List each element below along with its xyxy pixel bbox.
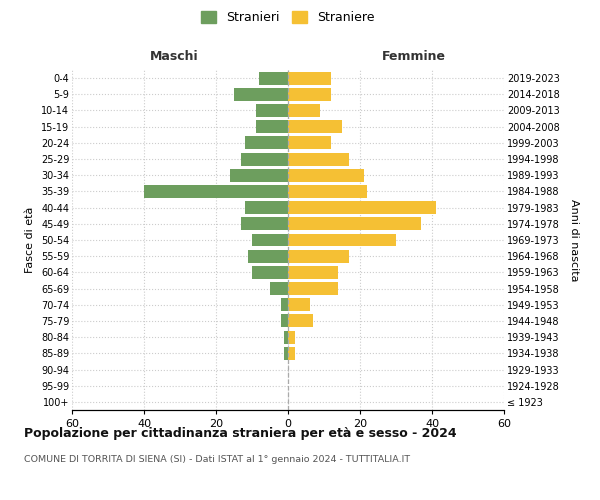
Bar <box>281 314 288 328</box>
Bar <box>252 266 288 279</box>
Bar <box>288 152 349 166</box>
Bar <box>288 169 364 181</box>
Bar <box>288 120 342 133</box>
Bar <box>245 136 288 149</box>
Text: Maschi: Maschi <box>149 50 199 62</box>
Bar <box>256 120 288 133</box>
Bar <box>144 185 288 198</box>
Bar <box>288 88 331 101</box>
Bar <box>241 152 288 166</box>
Bar <box>281 298 288 311</box>
Bar <box>288 314 313 328</box>
Bar <box>288 330 295 344</box>
Bar <box>241 218 288 230</box>
Y-axis label: Fasce di età: Fasce di età <box>25 207 35 273</box>
Text: Femmine: Femmine <box>382 50 446 62</box>
Bar <box>248 250 288 262</box>
Bar <box>234 88 288 101</box>
Text: Popolazione per cittadinanza straniera per età e sesso - 2024: Popolazione per cittadinanza straniera p… <box>24 428 457 440</box>
Bar <box>284 330 288 344</box>
Bar <box>288 218 421 230</box>
Bar <box>284 347 288 360</box>
Bar <box>270 282 288 295</box>
Bar <box>288 185 367 198</box>
Text: COMUNE DI TORRITA DI SIENA (SI) - Dati ISTAT al 1° gennaio 2024 - TUTTITALIA.IT: COMUNE DI TORRITA DI SIENA (SI) - Dati I… <box>24 455 410 464</box>
Bar <box>230 169 288 181</box>
Y-axis label: Anni di nascita: Anni di nascita <box>569 198 579 281</box>
Bar <box>288 282 338 295</box>
Bar <box>256 104 288 117</box>
Bar <box>288 201 436 214</box>
Bar <box>288 250 349 262</box>
Bar <box>259 72 288 85</box>
Bar <box>288 72 331 85</box>
Bar <box>252 234 288 246</box>
Bar <box>288 298 310 311</box>
Bar <box>288 347 295 360</box>
Bar <box>288 136 331 149</box>
Bar <box>288 104 320 117</box>
Bar <box>288 266 338 279</box>
Bar <box>245 201 288 214</box>
Bar <box>288 234 396 246</box>
Legend: Stranieri, Straniere: Stranieri, Straniere <box>201 11 375 24</box>
